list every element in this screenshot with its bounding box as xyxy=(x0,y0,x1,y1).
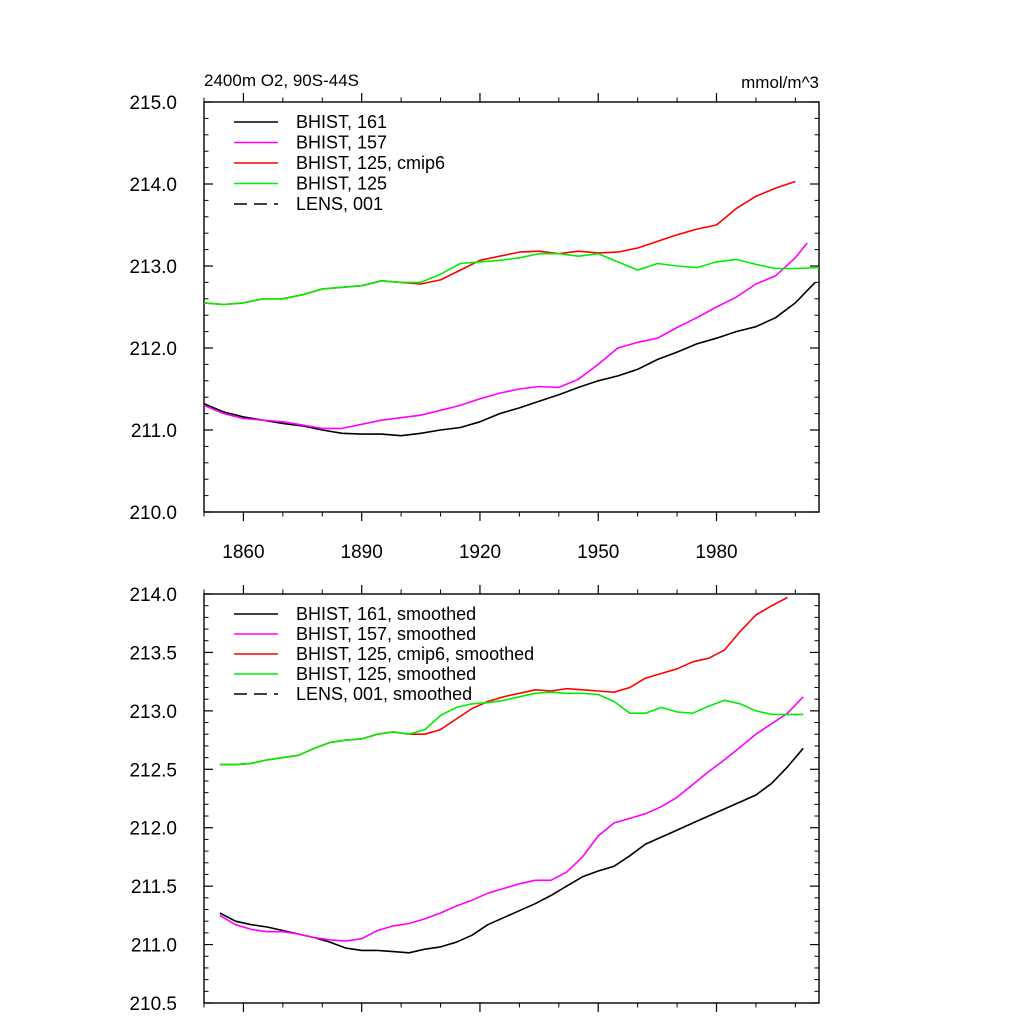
legend-label: BHIST, 125, cmip6 xyxy=(296,153,445,173)
x-tick-label: 1980 xyxy=(695,542,737,563)
series-line xyxy=(219,691,804,766)
legend-label: BHIST, 125, cmip6, smoothed xyxy=(296,644,534,664)
series-line xyxy=(204,281,816,437)
units-label: mmol/m^3 xyxy=(741,73,819,92)
y-tick-label: 214.0 xyxy=(129,175,177,196)
legend-label: BHIST, 125 xyxy=(296,174,387,194)
y-tick-label: 215.0 xyxy=(129,93,177,114)
legend-label: BHIST, 157 xyxy=(296,133,387,153)
series-line xyxy=(204,180,796,306)
legend-label: BHIST, 161, smoothed xyxy=(296,604,476,624)
series-group xyxy=(204,180,819,437)
series-line xyxy=(204,252,819,306)
y-tick-label: 213.0 xyxy=(129,702,177,723)
y-tick-label: 210.0 xyxy=(129,503,177,524)
y-tick-label: 212.5 xyxy=(129,760,177,781)
y-tick-label: 211.0 xyxy=(131,421,177,442)
bottom-chart-panel: 210.5 211.0 211.5 212.0 212.5 213.0 213.5 214.0… xyxy=(129,585,820,1015)
series-line xyxy=(219,747,804,954)
x-tick-label: 1890 xyxy=(341,542,383,563)
y-tick-label: 213.5 xyxy=(129,643,177,664)
y-tick-label: 210.5 xyxy=(129,994,177,1015)
y-tick-label: 212.0 xyxy=(129,339,177,360)
chart-title: 2400m O2, 90S-44S xyxy=(204,71,359,90)
top-chart-panel: 210.0 211.0 212.0 213.0 214.0 215.0 1860 1890 19… xyxy=(129,71,820,563)
x-tick-label: 1860 xyxy=(222,542,264,563)
legend-label: BHIST, 161 xyxy=(296,112,387,132)
y-tick-label: 213.0 xyxy=(129,257,177,278)
plot-frame xyxy=(203,593,820,1004)
legend-label: BHIST, 157, smoothed xyxy=(296,624,476,644)
y-tick-label: 211.0 xyxy=(131,936,177,957)
series-group xyxy=(219,596,804,954)
x-tick-label: 1920 xyxy=(459,542,501,563)
y-tick-label: 214.0 xyxy=(129,585,177,606)
plot-frame xyxy=(203,101,820,513)
series-line xyxy=(219,696,804,942)
series-line xyxy=(204,242,808,430)
y-tick-label: 212.0 xyxy=(129,819,177,840)
legend-label: LENS, 001 xyxy=(296,194,383,214)
x-tick-label: 1950 xyxy=(577,542,619,563)
legend-label: LENS, 001, smoothed xyxy=(296,684,472,704)
y-tick-label: 211.5 xyxy=(131,877,177,898)
legend-label: BHIST, 125, smoothed xyxy=(296,664,476,684)
